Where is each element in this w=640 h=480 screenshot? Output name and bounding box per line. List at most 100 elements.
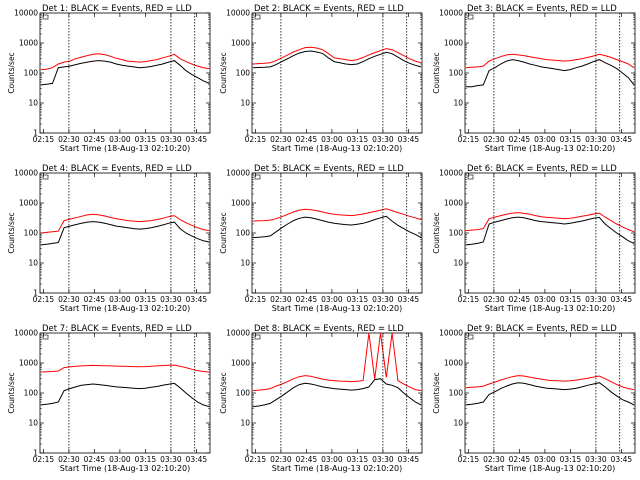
x-tick-label: 02:45 [296, 455, 318, 464]
x-tick-label: 03:00 [534, 135, 556, 144]
y-tick-label: 1 [33, 129, 38, 138]
y-tick-label: 10 [240, 419, 250, 428]
y-axis-label: Counts/sec [7, 212, 16, 253]
x-tick-label: 03:15 [560, 455, 582, 464]
events-series-line [252, 215, 422, 239]
y-tick-label: 100 [449, 389, 464, 398]
marker-box [254, 334, 261, 340]
y-tick-label: 10 [240, 99, 250, 108]
x-tick-label: 03:30 [585, 135, 607, 144]
y-tick-label: 10 [28, 259, 38, 268]
y-tick-label: 100 [24, 229, 39, 238]
y-tick-label: 10000 [226, 9, 250, 18]
marker-box [254, 174, 261, 180]
y-tick-label: 10000 [226, 169, 250, 178]
panel-title: Det 8: BLACK = Events, RED = LLD [254, 324, 404, 334]
y-tick-label: 10000 [14, 169, 38, 178]
y-axis-label: Counts/sec [7, 52, 16, 93]
x-tick-label: 02:45 [509, 295, 531, 304]
y-tick-label: 10 [453, 99, 463, 108]
events-series-line [40, 382, 210, 408]
y-tick-label: 100 [236, 389, 251, 398]
y-tick-label: 10000 [439, 329, 463, 338]
y-tick-label: 1000 [444, 39, 463, 48]
lld-series-line [40, 213, 210, 234]
y-tick-label: 10 [28, 419, 38, 428]
panel-title: Det 7: BLACK = Events, RED = LLD [42, 324, 192, 334]
x-tick-label: 03:00 [534, 455, 556, 464]
y-axis-label: Counts/sec [219, 212, 228, 253]
marker-box [467, 174, 474, 180]
x-tick-label: 02:30 [58, 295, 80, 304]
marker-box [467, 334, 474, 340]
y-tick-label: 100 [236, 69, 251, 78]
plot-frame [251, 12, 423, 134]
y-tick-label: 10000 [439, 9, 463, 18]
y-tick-label: 100 [449, 229, 464, 238]
x-axis-label: Start Time (18-Aug-13 02:10:20) [272, 304, 403, 313]
plot-frame [39, 12, 211, 134]
y-tick-label: 10 [453, 259, 463, 268]
plot-frame [464, 332, 636, 454]
x-axis-label: Start Time (18-Aug-13 02:10:20) [485, 464, 616, 473]
x-tick-label: 03:30 [372, 455, 394, 464]
marker-box [42, 174, 49, 180]
x-axis-label: Start Time (18-Aug-13 02:10:20) [272, 464, 403, 473]
x-tick-label: 03:45 [186, 455, 208, 464]
plot-frame [464, 12, 636, 134]
events-series-line [40, 60, 210, 86]
y-tick-label: 1 [245, 449, 250, 458]
x-tick-label: 02:15 [245, 135, 267, 144]
x-tick-label: 03:30 [372, 295, 394, 304]
x-tick-label: 02:30 [58, 135, 80, 144]
y-tick-label: 10 [453, 419, 463, 428]
x-tick-label: 02:30 [483, 455, 505, 464]
lld-series-line [252, 332, 422, 392]
marker-box [254, 14, 261, 20]
x-tick-label: 02:45 [509, 455, 531, 464]
y-tick-label: 100 [24, 69, 39, 78]
x-tick-label: 03:15 [560, 295, 582, 304]
x-tick-label: 03:45 [186, 135, 208, 144]
lld-series-line [465, 53, 635, 69]
x-tick-label: 03:00 [109, 135, 131, 144]
panel-title: Det 2: BLACK = Events, RED = LLD [254, 4, 404, 14]
y-tick-label: 1 [33, 289, 38, 298]
x-tick-label: 02:15 [458, 455, 480, 464]
x-tick-label: 03:45 [611, 295, 633, 304]
y-axis-label: Counts/sec [219, 52, 228, 93]
panel-title: Det 9: BLACK = Events, RED = LLD [467, 324, 617, 334]
lld-series-line [465, 375, 635, 391]
x-tick-label: 03:45 [398, 455, 420, 464]
x-tick-label: 03:15 [347, 295, 369, 304]
lld-series-line [40, 364, 210, 373]
x-axis-label: Start Time (18-Aug-13 02:10:20) [485, 304, 616, 313]
y-tick-label: 1000 [19, 359, 38, 368]
x-tick-label: 03:15 [560, 135, 582, 144]
x-tick-label: 03:30 [160, 135, 182, 144]
y-axis-label: Counts/sec [432, 372, 441, 413]
x-tick-label: 03:30 [160, 455, 182, 464]
x-tick-label: 03:45 [611, 455, 633, 464]
y-tick-label: 10000 [439, 169, 463, 178]
panel-title: Det 3: BLACK = Events, RED = LLD [467, 4, 617, 14]
x-tick-label: 03:00 [534, 295, 556, 304]
x-tick-label: 02:15 [458, 135, 480, 144]
marker-box [467, 14, 474, 20]
x-axis-label: Start Time (18-Aug-13 02:10:20) [485, 144, 616, 153]
x-tick-label: 02:30 [270, 135, 292, 144]
x-tick-label: 03:15 [135, 455, 157, 464]
x-tick-label: 02:15 [33, 455, 55, 464]
x-tick-label: 03:15 [135, 135, 157, 144]
y-tick-label: 10 [240, 259, 250, 268]
y-tick-label: 10 [28, 99, 38, 108]
y-tick-label: 1000 [19, 199, 38, 208]
events-series-line [465, 382, 635, 406]
y-tick-label: 1000 [231, 39, 250, 48]
x-tick-label: 03:30 [160, 295, 182, 304]
y-tick-label: 100 [24, 389, 39, 398]
x-tick-label: 03:45 [186, 295, 208, 304]
x-tick-label: 03:15 [347, 135, 369, 144]
x-tick-label: 02:15 [33, 135, 55, 144]
